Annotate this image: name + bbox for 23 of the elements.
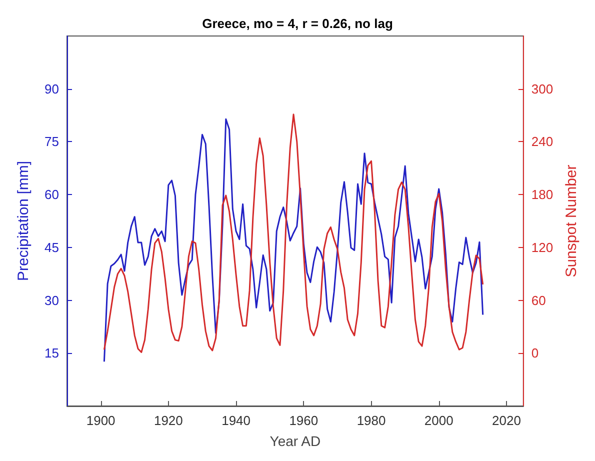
x-tick-label: 1940 xyxy=(222,413,250,428)
y-axis-title: Precipitation [mm] xyxy=(15,160,32,282)
x-tick-label: 2000 xyxy=(424,413,454,428)
y2-tick-label: 300 xyxy=(531,81,554,96)
y-tick-label: 60 xyxy=(44,187,59,202)
y2-tick-label: 180 xyxy=(531,187,554,202)
y2-tick-label: 60 xyxy=(531,292,546,308)
y-tick-label: 30 xyxy=(44,292,59,308)
y-tick-label: 45 xyxy=(44,240,59,255)
y-tick-label: 75 xyxy=(44,134,59,150)
x-tick-label: 1960 xyxy=(289,413,318,428)
y2-tick-label: 240 xyxy=(531,134,554,150)
chart-title: Greece, mo = 4, r = 0.26, no lag xyxy=(202,16,393,31)
y-tick-label: 90 xyxy=(44,81,59,96)
x-tick-label: 1900 xyxy=(86,413,116,428)
y2-axis-title: Sunspot Number xyxy=(563,164,580,278)
y2-tick-label: 120 xyxy=(531,240,554,255)
y2-tick-label: 0 xyxy=(531,346,539,361)
x-tick-label: 2020 xyxy=(492,413,521,428)
x-tick-label: 1920 xyxy=(154,413,183,428)
y-tick-label: 15 xyxy=(44,346,59,361)
x-tick-label: 1980 xyxy=(356,413,386,428)
x-axis-title: Year AD xyxy=(270,433,321,449)
